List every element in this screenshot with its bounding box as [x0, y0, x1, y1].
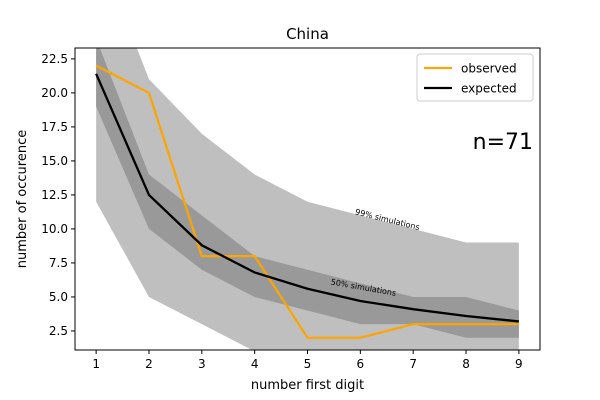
- x-tick-label: 6: [357, 357, 365, 371]
- y-tick-label: 22.5: [41, 52, 68, 66]
- x-tick-label: 4: [251, 357, 259, 371]
- x-axis-label: number first digit: [251, 378, 364, 393]
- y-tick-label: 7.5: [49, 256, 68, 270]
- x-tick-label: 9: [515, 357, 523, 371]
- y-tick-label: 17.5: [41, 120, 68, 134]
- y-tick-label: 5.0: [49, 290, 68, 304]
- y-axis-label: number of occurence: [15, 130, 30, 268]
- y-tick-label: 2.5: [49, 324, 68, 338]
- x-tick-label: 3: [198, 357, 206, 371]
- legend: observed expected: [416, 53, 534, 102]
- x-tick-label: 7: [409, 357, 417, 371]
- y-tick-label: 15.0: [41, 154, 68, 168]
- sample-size-annotation: n=71: [473, 130, 533, 155]
- x-tick-label: 5: [304, 357, 312, 371]
- x-tick-label: 8: [462, 357, 470, 371]
- legend-label-observed: observed: [461, 62, 517, 76]
- series-line-expected: [95, 73, 519, 323]
- legend-box: [416, 53, 534, 102]
- y-tick-label: 10.0: [41, 222, 68, 236]
- chart-title: China: [286, 25, 329, 43]
- y-tick-label: 20.0: [41, 86, 68, 100]
- x-tick-label: 1: [92, 357, 100, 371]
- band-50-simulations: [96, 48, 519, 338]
- band-99-simulations: [96, 48, 519, 350]
- x-tick-label: 2: [145, 357, 153, 371]
- y-tick-label: 12.5: [41, 188, 68, 202]
- legend-label-expected: expected: [461, 82, 517, 96]
- series-line-observed: [95, 64, 519, 339]
